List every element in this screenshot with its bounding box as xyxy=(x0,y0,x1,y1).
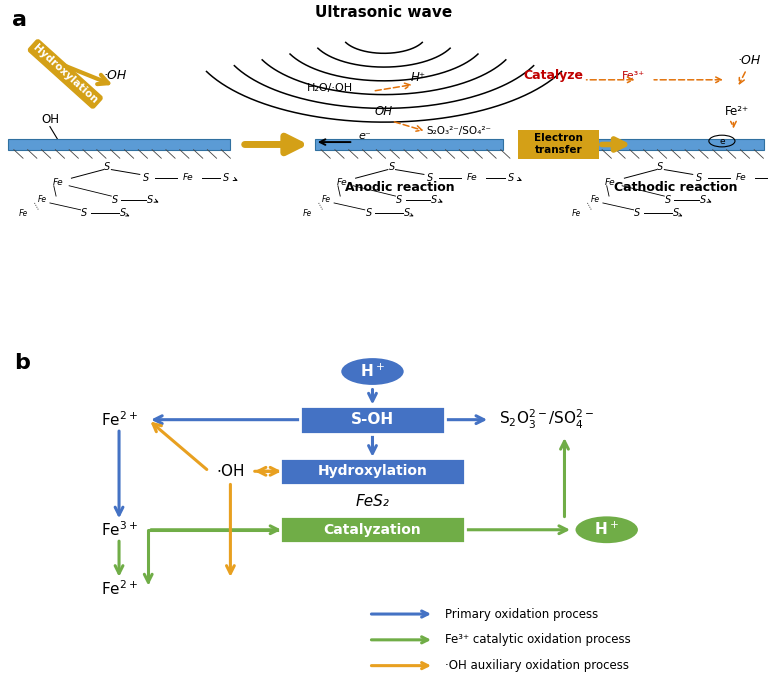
Text: S: S xyxy=(104,162,111,172)
Text: Hydroxylation: Hydroxylation xyxy=(31,43,99,105)
Text: S: S xyxy=(81,208,88,218)
Text: e: e xyxy=(719,136,725,146)
Text: Fe$^{3+}$: Fe$^{3+}$ xyxy=(101,520,137,539)
Text: S: S xyxy=(147,195,153,204)
Text: S: S xyxy=(223,173,230,183)
Text: S: S xyxy=(396,195,402,204)
Text: FeS₂: FeS₂ xyxy=(356,494,389,509)
Text: Fe: Fe xyxy=(38,195,47,204)
Text: Catalyzation: Catalyzation xyxy=(323,523,422,537)
Text: Fe: Fe xyxy=(18,208,28,218)
Text: S: S xyxy=(143,173,149,183)
Text: Fe: Fe xyxy=(591,195,600,204)
Text: Fe: Fe xyxy=(571,208,581,218)
Text: Primary oxidation process: Primary oxidation process xyxy=(445,608,599,621)
Text: Fe: Fe xyxy=(322,195,331,204)
Text: e⁻: e⁻ xyxy=(359,131,371,141)
FancyBboxPatch shape xyxy=(8,140,230,150)
FancyBboxPatch shape xyxy=(568,140,764,150)
FancyBboxPatch shape xyxy=(300,406,445,434)
FancyBboxPatch shape xyxy=(518,130,599,159)
Text: Fe: Fe xyxy=(605,178,616,187)
Text: S: S xyxy=(657,162,664,172)
Text: S-OH: S-OH xyxy=(351,412,394,427)
Text: b: b xyxy=(14,353,30,373)
Text: S: S xyxy=(508,173,514,183)
Text: Hydroxylation: Hydroxylation xyxy=(317,464,428,478)
Text: Fe³⁺: Fe³⁺ xyxy=(622,71,645,81)
Text: Fe: Fe xyxy=(736,173,746,182)
Text: H⁺: H⁺ xyxy=(411,71,426,84)
Text: H$^+$: H$^+$ xyxy=(360,363,385,380)
Text: S: S xyxy=(665,195,671,204)
Text: ·OH: ·OH xyxy=(104,69,127,82)
Text: H₂O/·OH: H₂O/·OH xyxy=(307,83,353,93)
Text: Fe: Fe xyxy=(183,173,194,182)
Text: $\cdot$OH: $\cdot$OH xyxy=(216,463,245,480)
Text: S: S xyxy=(112,195,118,204)
Text: S₂O₃²⁻/SO₄²⁻: S₂O₃²⁻/SO₄²⁻ xyxy=(426,126,492,136)
Text: Fe$^{2+}$: Fe$^{2+}$ xyxy=(101,410,137,429)
Text: S: S xyxy=(673,208,679,218)
Text: Fe: Fe xyxy=(467,173,478,182)
Text: S$_2$O$_3^{2-}$/SO$_4^{2-}$: S$_2$O$_3^{2-}$/SO$_4^{2-}$ xyxy=(499,408,594,431)
Text: S: S xyxy=(700,195,706,204)
Text: Fe²⁺: Fe²⁺ xyxy=(725,105,750,118)
Text: S: S xyxy=(427,173,433,183)
Text: Anodic reaction: Anodic reaction xyxy=(345,181,454,194)
Text: OH: OH xyxy=(41,113,59,126)
Text: Fe³⁺ catalytic oxidation process: Fe³⁺ catalytic oxidation process xyxy=(445,634,631,646)
Text: S: S xyxy=(696,173,702,183)
FancyBboxPatch shape xyxy=(280,458,465,484)
Text: Fe$^{2+}$: Fe$^{2+}$ xyxy=(101,579,137,598)
Text: Fe: Fe xyxy=(336,178,347,187)
Text: Catalyze: Catalyze xyxy=(523,69,583,82)
Text: ·OH: ·OH xyxy=(737,54,760,67)
Text: H$^+$: H$^+$ xyxy=(594,521,619,539)
Text: S: S xyxy=(431,195,437,204)
Text: S: S xyxy=(634,208,641,218)
Text: Ultrasonic wave: Ultrasonic wave xyxy=(316,6,452,20)
Text: S: S xyxy=(366,208,372,218)
FancyBboxPatch shape xyxy=(315,140,503,150)
Text: Fe: Fe xyxy=(52,178,63,187)
Text: ·OH auxiliary oxidation process: ·OH auxiliary oxidation process xyxy=(445,659,630,672)
FancyBboxPatch shape xyxy=(280,516,465,544)
Text: Cathodic reaction: Cathodic reaction xyxy=(614,181,737,194)
Circle shape xyxy=(340,357,405,386)
Text: S: S xyxy=(389,162,395,172)
Text: a: a xyxy=(12,10,27,30)
Text: Electron
transfer: Electron transfer xyxy=(535,133,583,155)
Text: S: S xyxy=(404,208,410,218)
Text: Fe: Fe xyxy=(303,208,312,218)
Text: OH: OH xyxy=(375,105,393,118)
Circle shape xyxy=(574,515,639,544)
Text: S: S xyxy=(120,208,126,218)
